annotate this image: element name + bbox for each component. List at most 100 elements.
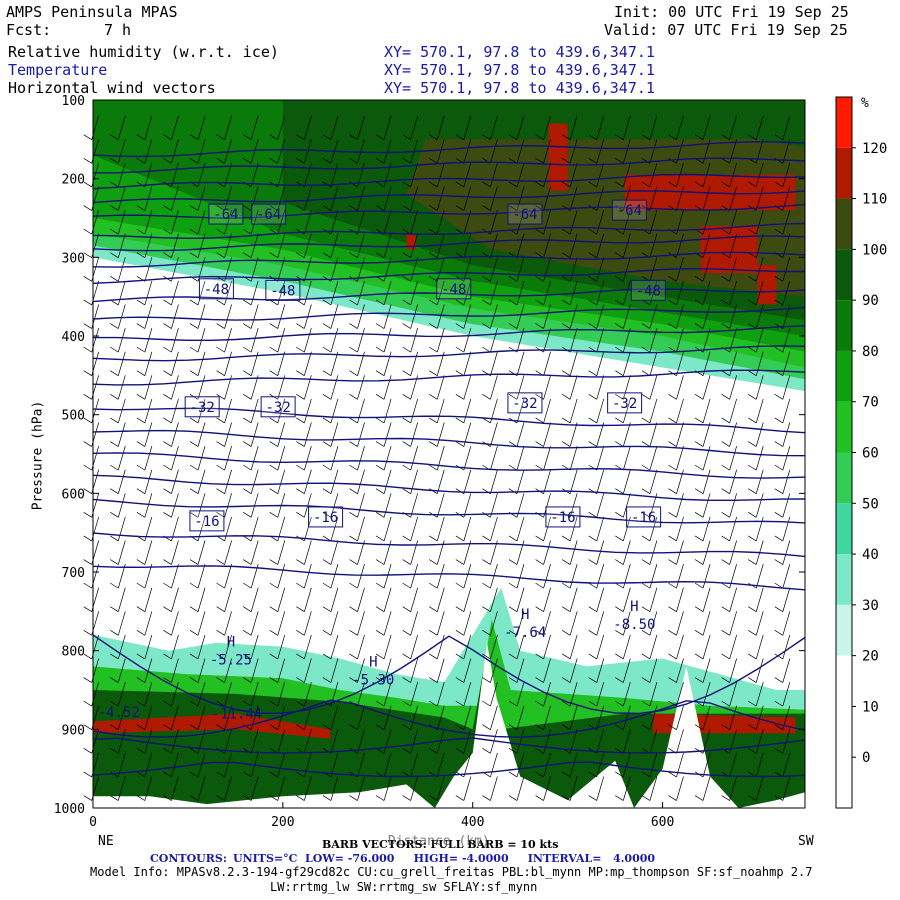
wind-barb-staff (569, 398, 578, 424)
wind-barb-staff (224, 587, 232, 612)
wind-barb (561, 611, 578, 636)
wind-barb-flag (216, 653, 225, 660)
wind-barb-staff (144, 446, 153, 471)
wind-barb-flag (641, 417, 651, 424)
colorbar-swatch (836, 706, 852, 758)
wind-barb-flag (296, 630, 305, 636)
wind-barb-flag (748, 795, 757, 801)
wind-barb (615, 658, 631, 683)
wind-barb-flag (721, 276, 730, 282)
wind-barb-flag (242, 700, 252, 707)
wind-barb (189, 398, 206, 424)
wind-barb-flag (242, 771, 252, 778)
wind-barb-staff (171, 469, 179, 494)
wind-barb (774, 634, 791, 660)
wind-barb-staff (649, 257, 658, 282)
wind-barb (322, 705, 339, 731)
wind-barb-flag (322, 464, 332, 471)
wind-barb-flag (375, 748, 385, 754)
wind-barb (136, 752, 153, 778)
wind-barb-staff (702, 658, 711, 683)
wind-barb-flag (110, 464, 119, 471)
wind-barb-staff (596, 752, 605, 778)
temperature-contour (93, 325, 806, 341)
wind-barb-staff (330, 587, 339, 612)
wind-barb-flag (296, 488, 305, 495)
wind-barb-staff (357, 115, 365, 140)
wind-barb-staff (224, 705, 232, 730)
wind-barb-staff (436, 705, 445, 730)
wind-barb (429, 422, 445, 447)
wind-barb-staff (383, 304, 392, 329)
wind-barb-staff (436, 776, 445, 801)
wind-barb-staff (543, 422, 551, 447)
wind-barb-staff (224, 304, 232, 329)
wind-barb-staff (463, 540, 472, 565)
high-value: -5.25 (210, 653, 252, 669)
wind-barb-flag (561, 795, 571, 801)
wind-barb-staff (171, 705, 179, 730)
wind-barb-flag (668, 323, 677, 329)
wind-barb-staff (463, 516, 472, 542)
wind-barb (136, 587, 153, 613)
wind-barb-flag (136, 630, 146, 636)
wind-barb (482, 682, 498, 707)
temperature-contour (92, 474, 806, 501)
high-marker: H (227, 635, 235, 651)
wind-barb (482, 634, 498, 660)
wind-barb-flag (668, 795, 677, 801)
wind-barb-staff (516, 139, 525, 164)
wind-barb (269, 328, 286, 353)
contour-label-box (507, 203, 543, 225)
wind-barb-flag (588, 630, 597, 636)
wind-barb-flag (83, 606, 92, 613)
wind-barb (402, 611, 419, 636)
wind-barb (110, 493, 126, 518)
wind-barb-flag (375, 441, 385, 447)
wind-barb-flag (216, 252, 225, 259)
wind-barb-staff (782, 257, 791, 282)
wind-barb-flag (269, 559, 278, 565)
wind-barb (615, 564, 631, 589)
wind-barb-flag (429, 748, 438, 754)
wind-barb-staff (383, 351, 392, 376)
wind-barb (641, 469, 658, 495)
wind-barb-staff (224, 398, 232, 424)
wind-barb (110, 210, 126, 235)
wind-barb (349, 611, 365, 636)
wind-barb-staff (144, 351, 153, 376)
temperature-contour (92, 251, 806, 268)
wind-barb-staff (250, 658, 259, 683)
wind-barb-staff (596, 587, 605, 612)
wind-barb-flag (375, 252, 385, 259)
wind-barb-flag (269, 512, 278, 518)
wind-barb-staff (702, 540, 711, 565)
wind-barb (402, 351, 419, 377)
wind-barb-staff (543, 611, 551, 636)
wind-barb (588, 705, 605, 731)
wind-barb-staff (782, 469, 791, 494)
wind-barb-staff (224, 611, 232, 636)
wind-barb (216, 658, 232, 683)
wind-barb-flag (136, 653, 146, 660)
wind-barb-staff (649, 280, 658, 306)
wind-barb-staff (729, 304, 737, 329)
wind-barb-staff (755, 705, 764, 730)
wind-barb (216, 564, 232, 589)
temperature-contour-low (92, 737, 806, 754)
wind-barb-flag (216, 417, 225, 424)
wind-barb-flag (402, 205, 411, 211)
wind-barb-staff (330, 634, 339, 660)
wind-barb-staff (117, 611, 126, 636)
wind-barb (774, 516, 791, 542)
wind-barb (163, 210, 179, 235)
wind-barb-flag (322, 441, 332, 447)
wind-barb-flag (561, 677, 571, 683)
wind-barb-flag (482, 795, 491, 801)
contours-label: CONTOURS: (150, 852, 227, 865)
wind-barb-staff (782, 210, 791, 235)
wind-barb-flag (402, 488, 411, 495)
wind-barb-flag (482, 299, 491, 306)
wind-barb-flag (189, 441, 199, 447)
wind-barb-flag (349, 771, 358, 778)
